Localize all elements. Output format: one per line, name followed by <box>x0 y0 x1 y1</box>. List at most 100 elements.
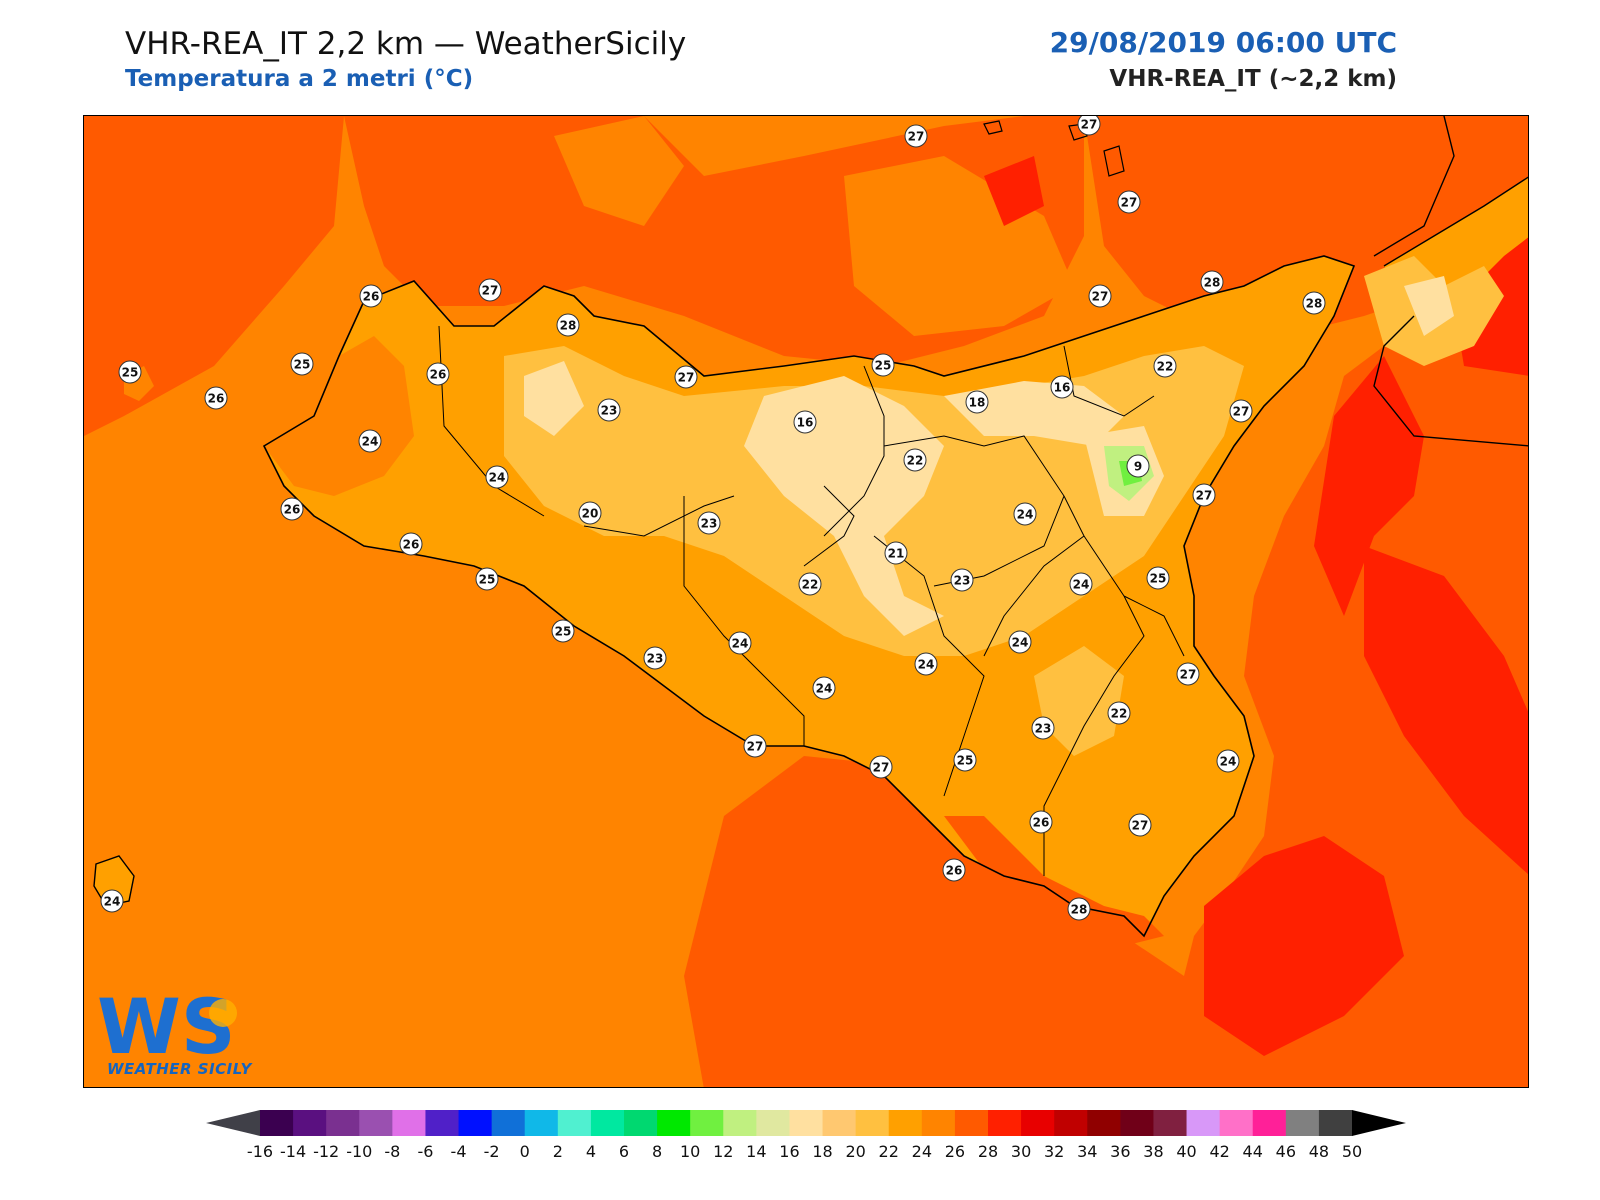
station-marker[interactable]: 28 <box>556 313 580 337</box>
station-marker[interactable]: 22 <box>903 448 927 472</box>
station-marker[interactable]: 24 <box>1069 572 1093 596</box>
station-value-label: 25 <box>122 366 139 380</box>
station-marker[interactable]: 26 <box>359 284 383 308</box>
station-marker[interactable]: 28 <box>1067 897 1091 921</box>
colorbar-swatch <box>756 1110 790 1136</box>
station-value-label: 25 <box>294 358 311 372</box>
west-peak-cool <box>524 361 584 436</box>
station-marker[interactable]: 20 <box>578 501 602 525</box>
colorbar-tick-label: 38 <box>1143 1142 1164 1161</box>
eolie-island-3 <box>1103 145 1125 177</box>
station-value-label: 22 <box>907 454 924 468</box>
station-marker[interactable]: 27 <box>1117 190 1141 214</box>
station-marker[interactable]: 24 <box>358 429 382 453</box>
station-value-label: 21 <box>888 547 905 561</box>
station-marker[interactable]: 27 <box>743 734 767 758</box>
station-marker[interactable]: 18 <box>965 390 989 414</box>
station-marker[interactable]: 26 <box>1029 810 1053 834</box>
station-marker[interactable]: 25 <box>290 352 314 376</box>
station-value-label: 27 <box>747 740 764 754</box>
station-marker[interactable]: 24 <box>812 676 836 700</box>
station-marker[interactable]: 27 <box>1088 284 1112 308</box>
station-value-label: 27 <box>1180 668 1197 682</box>
station-marker[interactable]: 26 <box>942 858 966 882</box>
colorbar-tick-label: 22 <box>878 1142 899 1161</box>
station-value-label: 24 <box>1017 508 1034 522</box>
colorbar-swatch <box>954 1110 989 1136</box>
station-marker[interactable]: 25 <box>1146 566 1170 590</box>
station-marker[interactable]: 28 <box>1302 291 1326 315</box>
colorbar-swatch <box>260 1110 294 1136</box>
warm-sea-south <box>684 756 1184 1087</box>
station-marker-circle <box>290 352 314 376</box>
colorbar-swatch <box>921 1110 956 1136</box>
station-marker-circle <box>1069 572 1093 596</box>
station-value-label: 24 <box>816 682 833 696</box>
map-title: VHR-REA_IT 2,2 km — WeatherSicily <box>125 26 687 62</box>
station-marker[interactable]: 27 <box>1229 399 1253 423</box>
station-marker[interactable]: 27 <box>478 278 502 302</box>
station-marker[interactable]: 24 <box>1216 749 1240 773</box>
colorbar-swatch <box>557 1110 592 1136</box>
station-marker[interactable]: 27 <box>869 755 893 779</box>
station-marker[interactable]: 22 <box>1153 354 1177 378</box>
station-marker[interactable]: 23 <box>643 646 667 670</box>
station-marker[interactable]: 25 <box>118 360 142 384</box>
station-marker[interactable]: 23 <box>597 398 621 422</box>
station-marker[interactable]: 27 <box>904 124 928 148</box>
station-marker[interactable]: 27 <box>1176 662 1200 686</box>
station-marker-circle <box>359 284 383 308</box>
station-marker-circle <box>1176 662 1200 686</box>
station-marker[interactable]: 24 <box>485 465 509 489</box>
station-marker[interactable]: 22 <box>798 572 822 596</box>
station-marker[interactable]: 26 <box>399 532 423 556</box>
station-marker[interactable]: 21 <box>884 541 908 565</box>
station-marker[interactable]: 26 <box>204 386 228 410</box>
station-marker[interactable]: 27 <box>1128 813 1152 837</box>
station-marker[interactable]: 23 <box>950 568 974 592</box>
station-marker[interactable]: 26 <box>426 362 450 386</box>
colorbar-tick-label: 44 <box>1242 1142 1263 1161</box>
station-marker-circle <box>914 652 938 676</box>
colorbar-swatch <box>326 1110 360 1136</box>
station-value-label: 16 <box>797 416 814 430</box>
station-value-label: 25 <box>957 754 974 768</box>
station-value-label: 27 <box>1132 819 1149 833</box>
station-marker[interactable]: 23 <box>1031 716 1055 740</box>
station-marker[interactable]: 28 <box>1200 270 1224 294</box>
station-marker[interactable]: 24 <box>914 652 938 676</box>
station-marker[interactable]: 23 <box>697 511 721 535</box>
station-value-label: 23 <box>1035 722 1052 736</box>
colorbar-tick-label: 46 <box>1275 1142 1296 1161</box>
station-marker[interactable]: 24 <box>728 631 752 655</box>
colorbar-tick-label: 30 <box>1010 1142 1032 1161</box>
station-marker[interactable]: 25 <box>953 748 977 772</box>
station-value-label: 27 <box>1121 196 1138 210</box>
station-marker[interactable]: 24 <box>1008 630 1032 654</box>
station-marker[interactable]: 27 <box>1077 116 1101 136</box>
station-marker[interactable]: 24 <box>1013 502 1037 526</box>
station-marker[interactable]: 25 <box>871 353 895 377</box>
station-marker[interactable]: 25 <box>475 567 499 591</box>
station-marker[interactable]: 22 <box>1107 701 1131 725</box>
station-marker[interactable]: 24 <box>100 889 124 913</box>
station-value-label: 24 <box>1073 578 1090 592</box>
colorbar-tick-label: -14 <box>280 1142 307 1161</box>
colorbar-swatch <box>657 1110 691 1136</box>
station-marker-circle <box>1107 701 1131 725</box>
station-marker[interactable]: 16 <box>1050 375 1074 399</box>
temperature-map[interactable]: 27 27 27 26 27 28 28 27 28 25 25 26 26 23 27 25 22 16 18 16… <box>83 115 1529 1088</box>
station-marker[interactable]: 25 <box>551 619 575 643</box>
colorbar-tick-label: 0 <box>519 1142 530 1161</box>
colorbar-tick-label: -4 <box>450 1142 467 1161</box>
station-marker[interactable]: 27 <box>1192 483 1216 507</box>
station-marker[interactable]: 16 <box>793 410 817 434</box>
station-marker-circle <box>1088 284 1112 308</box>
station-marker[interactable]: 26 <box>280 497 304 521</box>
colorbar-tick-label: 10 <box>679 1142 701 1161</box>
colorbar-tick-label: 36 <box>1110 1142 1131 1161</box>
nebrodi-cool <box>944 381 1124 446</box>
station-marker[interactable]: 27 <box>674 365 698 389</box>
hyblean-cool <box>1034 646 1124 756</box>
station-marker[interactable]: 9 <box>1126 454 1150 478</box>
